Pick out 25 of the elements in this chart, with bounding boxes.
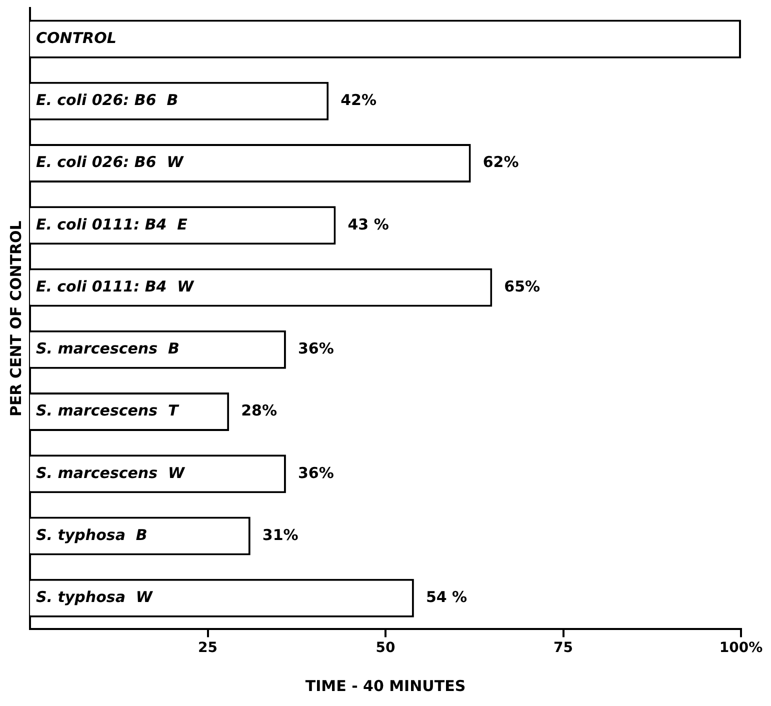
data-label: 65% <box>504 277 540 296</box>
data-label: 62% <box>482 153 519 172</box>
y-tick-label: S. marcescens B <box>36 340 180 358</box>
y-tick-label: S. marcescens T <box>36 402 180 420</box>
x-tick-label: 75 <box>554 640 573 656</box>
x-tick-label: 25 <box>198 640 218 656</box>
y-tick-label: E. coli 0111: B4 E <box>36 215 188 234</box>
data-label: 36% <box>298 464 334 482</box>
y-tick-label: S. typhosa B <box>36 526 148 544</box>
y-tick-label: S. marcescens W <box>36 464 186 482</box>
y-tick-label: E. coli 0111: B4 W <box>36 277 196 296</box>
data-label: 31% <box>262 526 298 544</box>
y-tick-label: E. coli 026: B6 W <box>36 153 185 172</box>
data-label: 36% <box>298 340 334 358</box>
data-label: 43 % <box>348 215 389 234</box>
data-label: 28% <box>241 402 277 420</box>
x-axis-title: TIME - 40 MINUTES <box>305 676 466 695</box>
y-axis-title: PER CENT OF CONTROL <box>6 220 25 417</box>
x-tick-label: 100% <box>719 640 763 656</box>
data-label: 54 % <box>426 588 468 606</box>
data-label: 42% <box>340 91 377 110</box>
y-tick-label: S. typhosa W <box>36 588 154 606</box>
y-tick-label: E. coli 026: B6 B <box>36 91 178 110</box>
y-tick-label: CONTROL <box>36 28 116 47</box>
x-tick-label: 50 <box>376 640 396 656</box>
